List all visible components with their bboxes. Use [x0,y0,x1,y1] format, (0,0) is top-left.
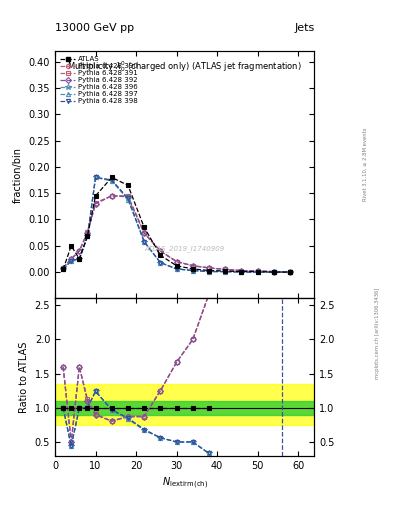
Text: 13000 GeV pp: 13000 GeV pp [55,23,134,33]
Text: ATLAS_2019_I1740909: ATLAS_2019_I1740909 [145,246,225,252]
X-axis label: $N_{\mathrm{lextirm(ch)}}$: $N_{\mathrm{lextirm(ch)}}$ [162,476,208,492]
Text: Jets: Jets [294,23,314,33]
Text: Rivet 3.1.10, ≥ 2.8M events: Rivet 3.1.10, ≥ 2.8M events [363,127,368,201]
Y-axis label: Ratio to ATLAS: Ratio to ATLAS [19,342,29,413]
Text: mcplots.cern.ch [arXiv:1306.3436]: mcplots.cern.ch [arXiv:1306.3436] [375,287,380,378]
Y-axis label: fraction/bin: fraction/bin [13,147,23,203]
Legend: ATLAS, Pythia 6.428 390, Pythia 6.428 391, Pythia 6.428 392, Pythia 6.428 396, P: ATLAS, Pythia 6.428 390, Pythia 6.428 39… [59,55,139,105]
Text: Multiplicity $\lambda_0^0$ (charged only) (ATLAS jet fragmentation): Multiplicity $\lambda_0^0$ (charged only… [67,58,302,74]
